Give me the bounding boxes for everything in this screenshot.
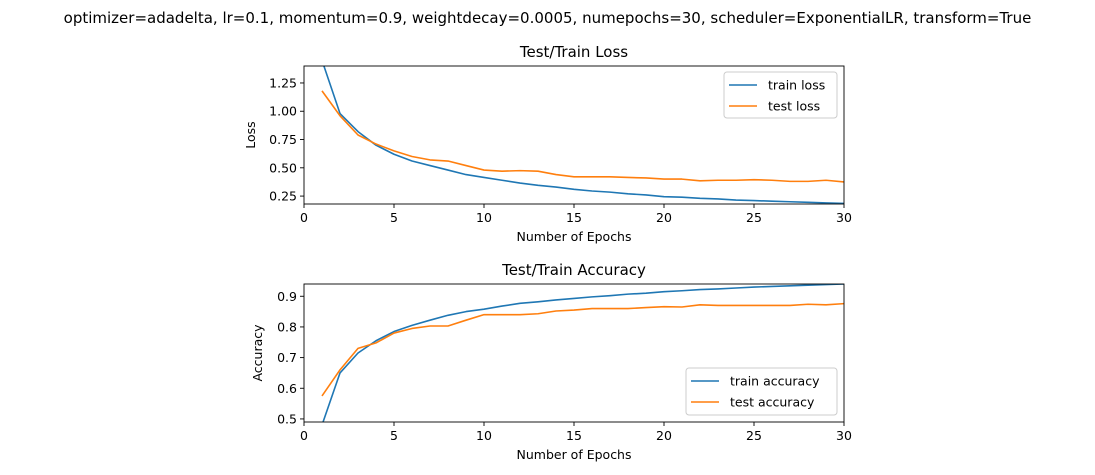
y-tick-label: 0.8: [277, 319, 297, 334]
x-axis-label: Number of Epochs: [517, 229, 632, 244]
y-tick-label: 0.75: [269, 132, 297, 147]
legend-label: test loss: [768, 99, 820, 114]
loss-chart: Test/Train Loss 0 5 10 15 20 25 30 0.25 0.50 0.75 1…: [243, 43, 852, 244]
y-tick-label: 1.00: [269, 104, 297, 119]
legend-label: train loss: [768, 78, 825, 93]
series-line-train-loss: [323, 66, 844, 204]
chart-title: Test/Train Accuracy: [501, 261, 646, 279]
x-tick-label: 5: [390, 428, 398, 443]
y-tick-label: 0.9: [277, 289, 297, 304]
x-axis-label: Number of Epochs: [517, 447, 632, 462]
legend-box: [685, 367, 838, 416]
y-tick-label: 0.6: [277, 381, 297, 396]
accuracy-chart: Test/Train Accuracy 0 5 10 15 20 25 30 0.5 0.6 0.7…: [250, 261, 852, 462]
x-tick-label: 0: [300, 210, 308, 225]
x-tick-label: 10: [476, 210, 492, 225]
x-tick-label: 25: [746, 210, 762, 225]
x-tick-label: 30: [836, 210, 852, 225]
x-tick-label: 15: [566, 210, 582, 225]
x-tick-label: 0: [300, 428, 308, 443]
legend: train loss test loss: [723, 71, 838, 119]
y-axis-label: Accuracy: [250, 324, 265, 382]
y-tick-label: 0.25: [269, 189, 297, 204]
y-tick-label: 0.50: [269, 160, 297, 175]
figure-suptitle: optimizer=adadelta, lr=0.1, momentum=0.9…: [64, 9, 1032, 27]
x-tick-label: 10: [476, 428, 492, 443]
y-tick-label: 1.25: [269, 75, 297, 90]
x-tick-label: 20: [656, 210, 672, 225]
x-tick-label: 25: [746, 428, 762, 443]
x-tick-label: 20: [656, 428, 672, 443]
series-line-test-accuracy: [321, 302, 844, 397]
chart-title: Test/Train Loss: [519, 43, 628, 61]
series-line-test-loss: [321, 90, 844, 183]
y-tick-label: 0.5: [277, 411, 297, 426]
x-tick-label: 15: [566, 428, 582, 443]
y-axis-label: Loss: [243, 121, 258, 148]
legend-label: train accuracy: [730, 374, 820, 389]
x-tick-label: 5: [390, 210, 398, 225]
y-tick-label: 0.7: [277, 350, 297, 365]
legend: train accuracy test accuracy: [685, 367, 838, 416]
x-tick-label: 30: [836, 428, 852, 443]
series-line-train-accuracy: [322, 284, 844, 422]
legend-label: test accuracy: [730, 395, 815, 410]
